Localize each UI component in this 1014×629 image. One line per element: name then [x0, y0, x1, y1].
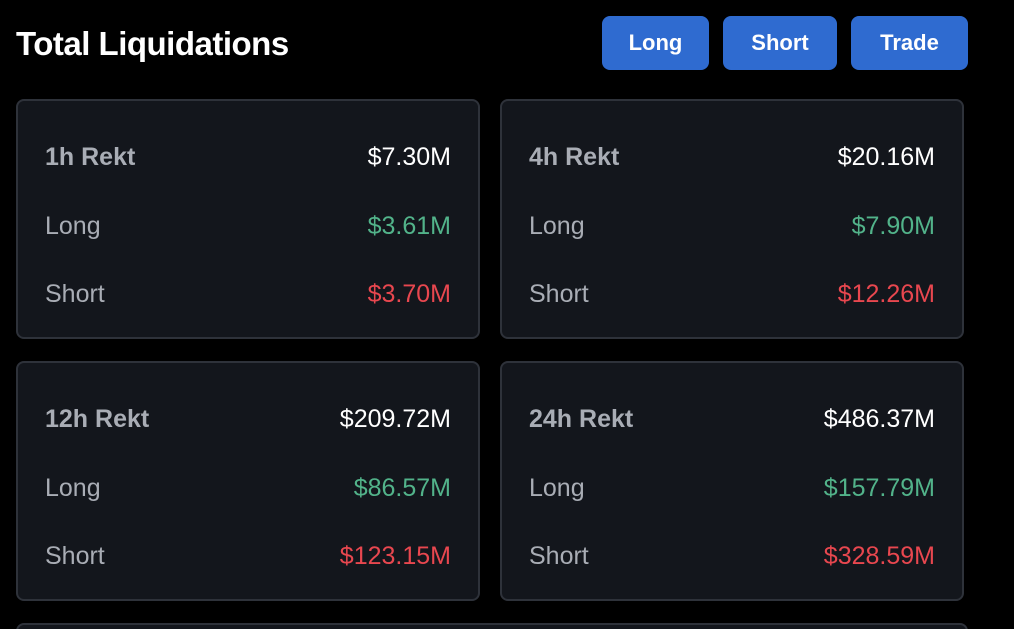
page-title: Total Liquidations — [16, 25, 289, 62]
long-label: Long — [529, 474, 585, 502]
card-long-row: Long $86.57M — [45, 472, 451, 504]
short-value: $3.70M — [367, 280, 451, 308]
card-total-row: 1h Rekt $7.30M — [45, 141, 451, 173]
short-label: Short — [529, 280, 589, 308]
long-label: Long — [529, 212, 585, 240]
card-total-row: 4h Rekt $20.16M — [529, 141, 935, 173]
total-value: $20.16M — [837, 143, 935, 171]
long-value: $3.61M — [367, 212, 451, 240]
long-label: Long — [45, 212, 101, 240]
short-label: Short — [45, 542, 105, 570]
short-value: $123.15M — [339, 542, 451, 570]
card-title: 4h Rekt — [529, 143, 620, 171]
total-value: $7.30M — [367, 143, 451, 171]
card-12h-rekt: 12h Rekt $209.72M Long $86.57M Short $12… — [16, 361, 480, 601]
long-value: $157.79M — [823, 474, 935, 502]
short-label: Short — [45, 280, 105, 308]
long-button[interactable]: Long — [602, 16, 709, 70]
short-button[interactable]: Short — [723, 16, 837, 70]
long-value: $86.57M — [353, 474, 451, 502]
card-short-row: Short $12.26M — [529, 278, 935, 310]
card-long-row: Long $3.61M — [45, 210, 451, 242]
card-title: 24h Rekt — [529, 405, 634, 433]
long-value: $7.90M — [851, 212, 935, 240]
total-value: $209.72M — [339, 405, 451, 433]
card-long-row: Long $7.90M — [529, 210, 935, 242]
short-label: Short — [529, 542, 589, 570]
card-total-row: 12h Rekt $209.72M — [45, 403, 451, 435]
short-value: $12.26M — [837, 280, 935, 308]
card-short-row: Short $3.70M — [45, 278, 451, 310]
card-title: 12h Rekt — [45, 405, 150, 433]
card-title: 1h Rekt — [45, 143, 136, 171]
card-24h-rekt: 24h Rekt $486.37M Long $157.79M Short $3… — [500, 361, 964, 601]
card-1h-rekt: 1h Rekt $7.30M Long $3.61M Short $3.70M — [16, 99, 480, 339]
trade-button[interactable]: Trade — [851, 16, 968, 70]
card-4h-rekt: 4h Rekt $20.16M Long $7.90M Short $12.26… — [500, 99, 964, 339]
card-short-row: Short $328.59M — [529, 540, 935, 572]
card-short-row: Short $123.15M — [45, 540, 451, 572]
short-value: $328.59M — [823, 542, 935, 570]
total-value: $486.37M — [823, 405, 935, 433]
long-label: Long — [45, 474, 101, 502]
card-total-row: 24h Rekt $486.37M — [529, 403, 935, 435]
card-long-row: Long $157.79M — [529, 472, 935, 504]
next-card-partial — [16, 623, 968, 629]
